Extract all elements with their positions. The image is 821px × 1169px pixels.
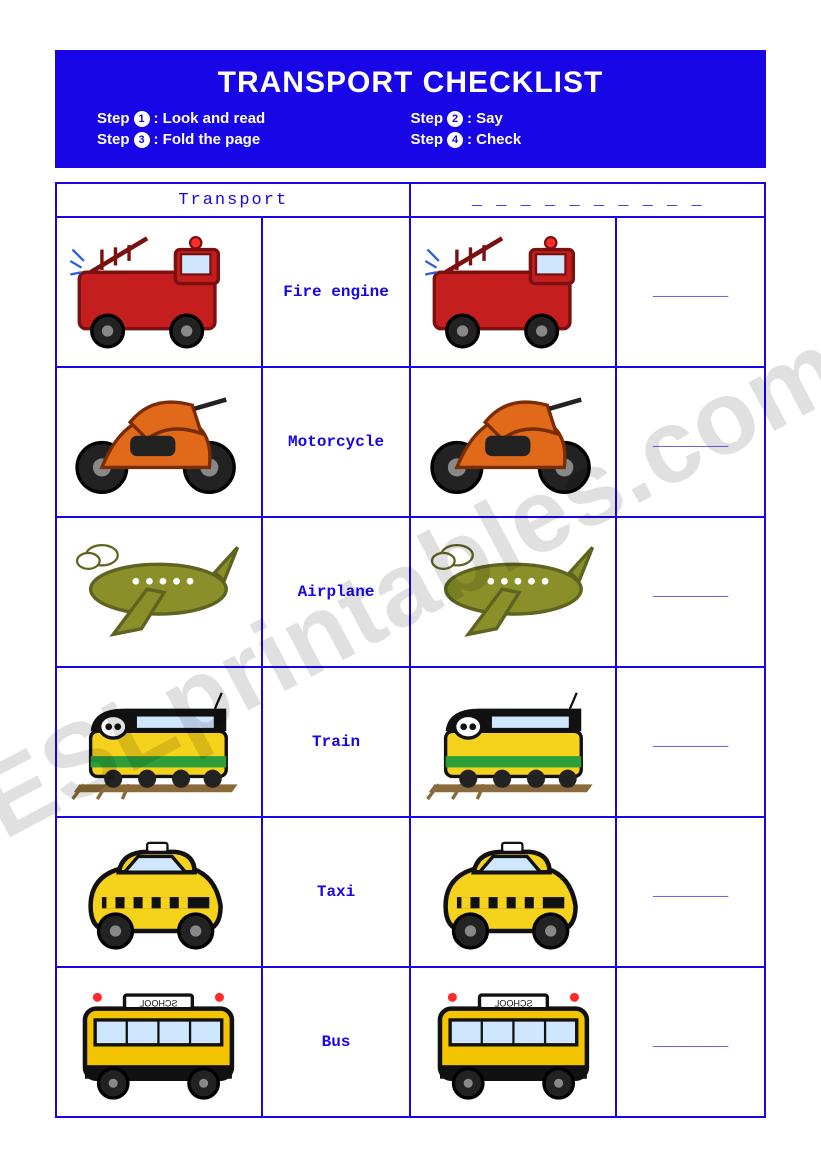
table-row: Airplane _________ xyxy=(56,517,765,667)
image-cell xyxy=(56,817,262,967)
image-cell xyxy=(410,217,616,367)
step-4-label: : Check xyxy=(467,131,521,148)
step-3: Step 3 : Fold the page xyxy=(97,129,411,150)
step-2-badge: 2 xyxy=(447,111,463,127)
image-cell xyxy=(56,517,262,667)
bus-icon xyxy=(423,977,604,1107)
table-row: Bus _________ xyxy=(56,967,765,1117)
fire-engine-icon xyxy=(68,227,249,357)
blank-cell[interactable]: _________ xyxy=(616,817,765,967)
image-cell xyxy=(410,967,616,1117)
motorcycle-icon xyxy=(68,377,249,507)
taxi-icon xyxy=(68,827,249,957)
blank-cell[interactable]: _________ xyxy=(616,517,765,667)
step-1: Step 1 : Look and read xyxy=(97,108,411,129)
image-cell xyxy=(56,967,262,1117)
label-cell: Train xyxy=(262,667,411,817)
step-1-label: : Look and read xyxy=(154,110,266,127)
page-title: TRANSPORT CHECKLIST xyxy=(77,66,744,100)
table-header-right: _ _ _ _ _ _ _ _ _ _ xyxy=(410,183,765,217)
table-row: Taxi _________ xyxy=(56,817,765,967)
blank-cell[interactable]: _________ xyxy=(616,967,765,1117)
taxi-icon xyxy=(423,827,604,957)
step-2: Step 2 : Say xyxy=(411,108,725,129)
airplane-icon xyxy=(423,527,604,657)
blank-cell[interactable]: _________ xyxy=(616,217,765,367)
fire-engine-icon xyxy=(423,227,604,357)
image-cell xyxy=(410,817,616,967)
step-3-badge: 3 xyxy=(134,132,150,148)
label-cell: Fire engine xyxy=(262,217,411,367)
image-cell xyxy=(410,367,616,517)
airplane-icon xyxy=(68,527,249,657)
image-cell xyxy=(56,217,262,367)
table-row: Fire engine _________ xyxy=(56,217,765,367)
label-cell: Taxi xyxy=(262,817,411,967)
image-cell xyxy=(56,367,262,517)
train-icon xyxy=(68,677,249,807)
image-cell xyxy=(56,667,262,817)
transport-table: Transport _ _ _ _ _ _ _ _ _ _ Fire engin… xyxy=(55,182,766,1118)
label-cell: Airplane xyxy=(262,517,411,667)
label-cell: Bus xyxy=(262,967,411,1117)
image-cell xyxy=(410,517,616,667)
train-icon xyxy=(423,677,604,807)
step-4-badge: 4 xyxy=(447,132,463,148)
steps-grid: Step 1 : Look and read Step 2 : Say Step… xyxy=(77,108,744,150)
step-1-badge: 1 xyxy=(134,111,150,127)
blank-cell[interactable]: _________ xyxy=(616,367,765,517)
blank-cell[interactable]: _________ xyxy=(616,667,765,817)
motorcycle-icon xyxy=(423,377,604,507)
step-3-label: : Fold the page xyxy=(154,131,261,148)
label-cell: Motorcycle xyxy=(262,367,411,517)
header-banner: TRANSPORT CHECKLIST Step 1 : Look and re… xyxy=(55,50,766,168)
table-row: Motorcycle _________ xyxy=(56,367,765,517)
table-header-left: Transport xyxy=(56,183,410,217)
step-2-label: : Say xyxy=(467,110,503,127)
table-row: Train _________ xyxy=(56,667,765,817)
image-cell xyxy=(410,667,616,817)
step-4: Step 4 : Check xyxy=(411,129,725,150)
bus-icon xyxy=(68,977,249,1107)
